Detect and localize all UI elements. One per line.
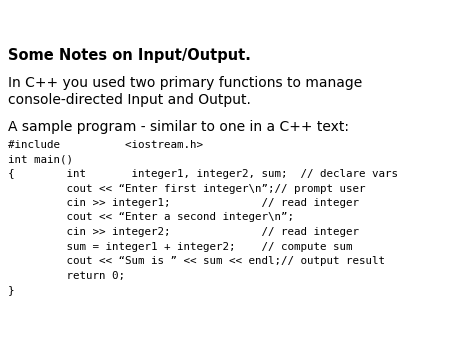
Text: sum = integer1 + integer2;    // compute sum: sum = integer1 + integer2; // compute su…	[8, 241, 352, 251]
Text: Some Notes on Input/Output.: Some Notes on Input/Output.	[8, 48, 251, 63]
Text: In C++ you used two primary functions to manage: In C++ you used two primary functions to…	[8, 76, 362, 90]
Text: cout << “Sum is ” << sum << endl;// output result: cout << “Sum is ” << sum << endl;// outp…	[8, 256, 385, 266]
Text: cout << “Enter a second integer\n”;: cout << “Enter a second integer\n”;	[8, 213, 294, 222]
Text: {        int       integer1, integer2, sum;  // declare vars: { int integer1, integer2, sum; // declar…	[8, 169, 398, 179]
Text: A sample program - similar to one in a C++ text:: A sample program - similar to one in a C…	[8, 120, 349, 134]
Text: cin >> integer2;              // read integer: cin >> integer2; // read integer	[8, 227, 359, 237]
Text: #include          <iostream.h>: #include <iostream.h>	[8, 140, 203, 150]
Text: cout << “Enter first integer\n”;// prompt user: cout << “Enter first integer\n”;// promp…	[8, 184, 365, 193]
Text: cin >> integer1;              // read integer: cin >> integer1; // read integer	[8, 198, 359, 208]
Text: return 0;: return 0;	[8, 270, 125, 281]
Text: console-directed Input and Output.: console-directed Input and Output.	[8, 93, 251, 107]
Text: 91.102 - Computing II - Problem Session - 1.: 91.102 - Computing II - Problem Session …	[60, 13, 390, 25]
Text: }: }	[8, 285, 14, 295]
Text: int main(): int main()	[8, 154, 73, 165]
